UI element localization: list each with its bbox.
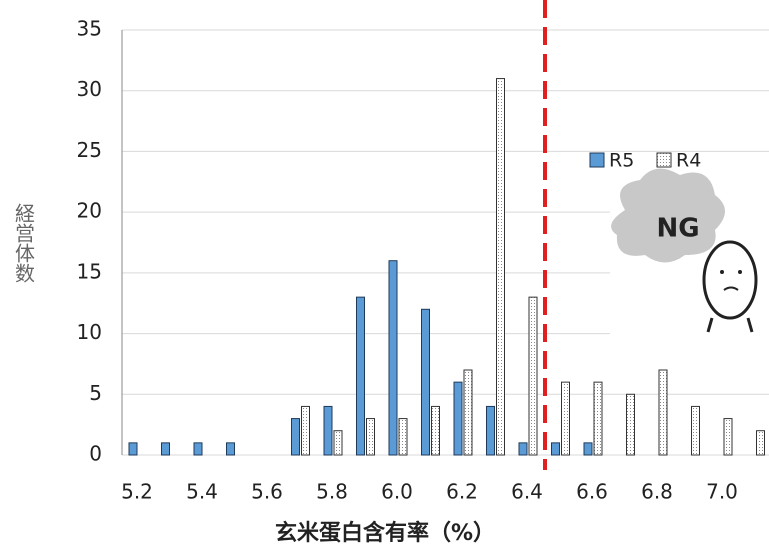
bar [552,443,560,455]
bar [227,443,235,455]
bar [292,419,300,455]
rice-face [704,242,756,318]
bar [529,297,537,455]
bar [562,382,570,455]
x-tick-label: 5.4 [186,480,218,504]
ng-illustration: NG [610,165,769,355]
bar [367,419,375,455]
x-tick-label: 6.6 [576,480,608,504]
bar [162,443,170,455]
y-tick-label: 20 [77,199,102,223]
bar [334,431,342,455]
y-tick-label: 5 [89,381,102,405]
bar [692,406,700,455]
y-tick-label: 0 [89,442,102,466]
x-tick-label: 7.0 [706,480,738,504]
chart: 0 5 10 15 20 25 30 35 5.2 5.4 5.6 5.8 6.0 6.2 6.4 6.6 6.… [0,0,769,554]
legend-label: R4 [676,150,701,172]
bar [594,382,602,455]
y-tick-label: 35 [77,17,102,41]
x-tick-label: 5.6 [251,480,283,504]
x-tick-label: 6.8 [641,480,673,504]
bar [194,443,202,455]
bar [497,79,505,455]
x-tick-label: 5.8 [316,480,348,504]
x-tick-label: 6.4 [511,480,543,504]
y-tick-label: 30 [77,77,102,101]
bar [724,419,732,455]
bar [627,394,635,455]
x-axis-label: 玄米蛋白含有率（%） [275,520,495,546]
bar [357,297,365,455]
bar [519,443,527,455]
bar [389,261,397,455]
bar [129,443,137,455]
bar [302,406,310,455]
y-axis-label: 経営体数 [12,203,36,283]
bar [659,370,667,455]
bar [757,431,765,455]
x-tick-label: 6.2 [446,480,478,504]
bar [422,309,430,455]
bar [464,370,472,455]
legend-label: R5 [609,150,634,172]
y-tick-label: 10 [77,320,102,344]
bar [324,406,332,455]
x-tick-label: 6.0 [381,480,413,504]
y-tick-label: 25 [77,138,102,162]
legend-swatch [657,153,671,167]
bar [584,443,592,455]
bar [432,406,440,455]
y-tick-label: 15 [77,259,102,283]
legend-swatch [590,153,604,167]
bar [487,406,495,455]
bar [399,419,407,455]
bar [454,382,462,455]
x-tick-label: 5.2 [121,480,153,504]
ng-label: NG [656,214,699,244]
